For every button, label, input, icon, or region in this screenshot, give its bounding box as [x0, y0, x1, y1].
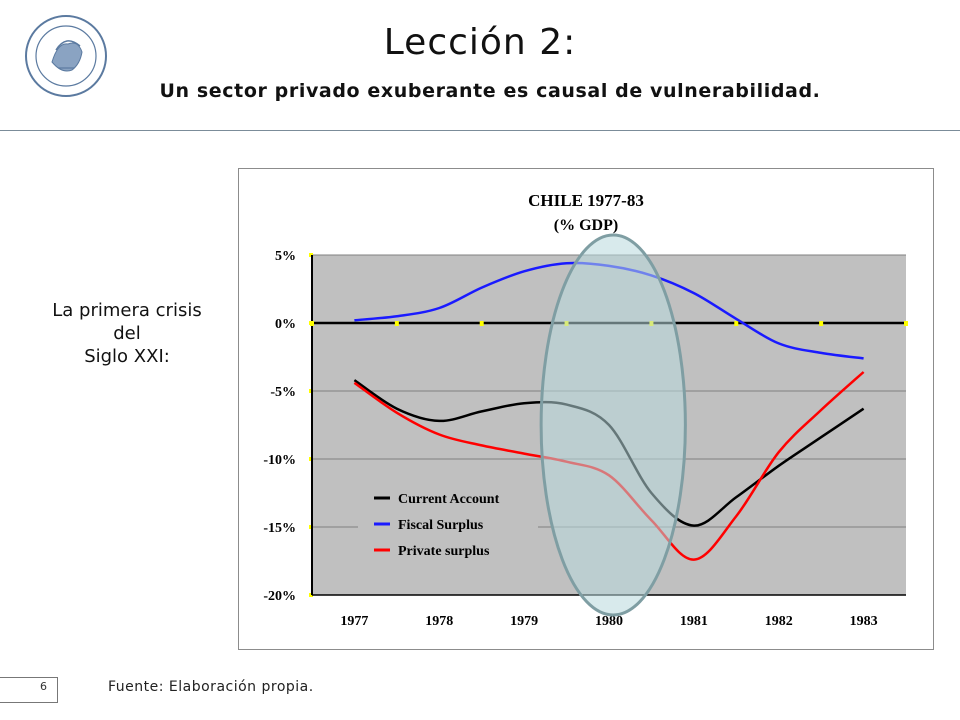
y-tick-label: 5% — [275, 249, 296, 264]
y-tick-label: -15% — [263, 521, 296, 536]
x-tick-label: 1977 — [340, 614, 368, 629]
header-divider — [0, 130, 960, 131]
zero-line-marker — [394, 321, 399, 326]
y-tick-label: -10% — [263, 453, 296, 468]
legend-label: Current Account — [398, 492, 500, 507]
x-tick-label: 1982 — [765, 614, 793, 629]
source-note: Fuente: Elaboración propia. — [108, 679, 314, 695]
side-label-line: Siglo XXI: — [84, 346, 170, 367]
zero-line-marker — [479, 321, 484, 326]
chile-line-chart: CHILE 1977-83 (% GDP) 5% 0% -5% -10% -15% -20% 1… — [238, 168, 934, 650]
page-number: 6 — [0, 677, 58, 703]
side-label-line: La primera crisis — [52, 300, 202, 321]
y-tick-label: -5% — [270, 385, 296, 400]
legend-label: Private surplus — [398, 544, 490, 559]
x-tick-label: 1979 — [510, 614, 538, 629]
x-tick-label: 1981 — [680, 614, 708, 629]
x-tick-label: 1980 — [595, 614, 623, 629]
side-label: La primera crisis del Siglo XXI: — [22, 299, 232, 368]
zero-line-marker — [819, 321, 824, 326]
page-subtitle: Un sector privado exuberante es causal d… — [159, 80, 821, 102]
zero-line-marker — [734, 321, 739, 326]
highlight-ellipse — [539, 233, 687, 617]
zero-line-marker — [904, 321, 908, 326]
y-tick-label: -20% — [263, 589, 296, 604]
central-bank-seal-logo — [25, 15, 107, 97]
x-tick-label: 1983 — [850, 614, 878, 629]
y-tick-label: 0% — [275, 317, 296, 332]
page-title: Lección 2: — [383, 22, 577, 63]
x-tick-label: 1978 — [425, 614, 453, 629]
legend-label: Fiscal Surplus — [398, 518, 484, 533]
side-label-line: del — [113, 323, 141, 344]
chart-subtitle: (% GDP) — [554, 217, 618, 234]
legend-box — [358, 485, 538, 577]
chart-title: CHILE 1977-83 — [528, 191, 644, 210]
zero-line-marker — [310, 321, 314, 326]
